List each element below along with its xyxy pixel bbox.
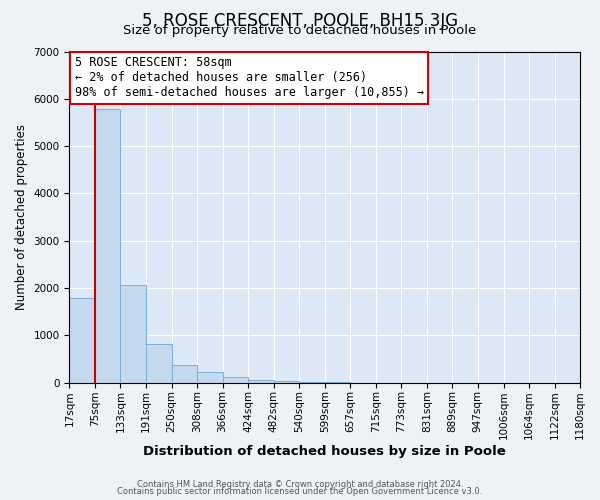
Text: 5 ROSE CRESCENT: 58sqm
← 2% of detached houses are smaller (256)
98% of semi-det: 5 ROSE CRESCENT: 58sqm ← 2% of detached … [74, 56, 424, 100]
Bar [197, 372, 223, 382]
Text: 5, ROSE CRESCENT, POOLE, BH15 3JG: 5, ROSE CRESCENT, POOLE, BH15 3JG [142, 12, 458, 30]
X-axis label: Distribution of detached houses by size in Poole: Distribution of detached houses by size … [143, 444, 506, 458]
Text: Contains public sector information licensed under the Open Government Licence v3: Contains public sector information licen… [118, 487, 482, 496]
Bar [121, 285, 146, 382]
Bar [274, 381, 299, 382]
Bar [172, 365, 197, 382]
Bar [223, 378, 248, 382]
Y-axis label: Number of detached properties: Number of detached properties [15, 124, 28, 310]
Text: Contains HM Land Registry data © Crown copyright and database right 2024.: Contains HM Land Registry data © Crown c… [137, 480, 463, 489]
Bar [70, 298, 95, 382]
Text: Size of property relative to detached houses in Poole: Size of property relative to detached ho… [124, 24, 476, 37]
Bar [146, 344, 172, 383]
Bar [95, 109, 121, 382]
Bar [248, 380, 274, 382]
